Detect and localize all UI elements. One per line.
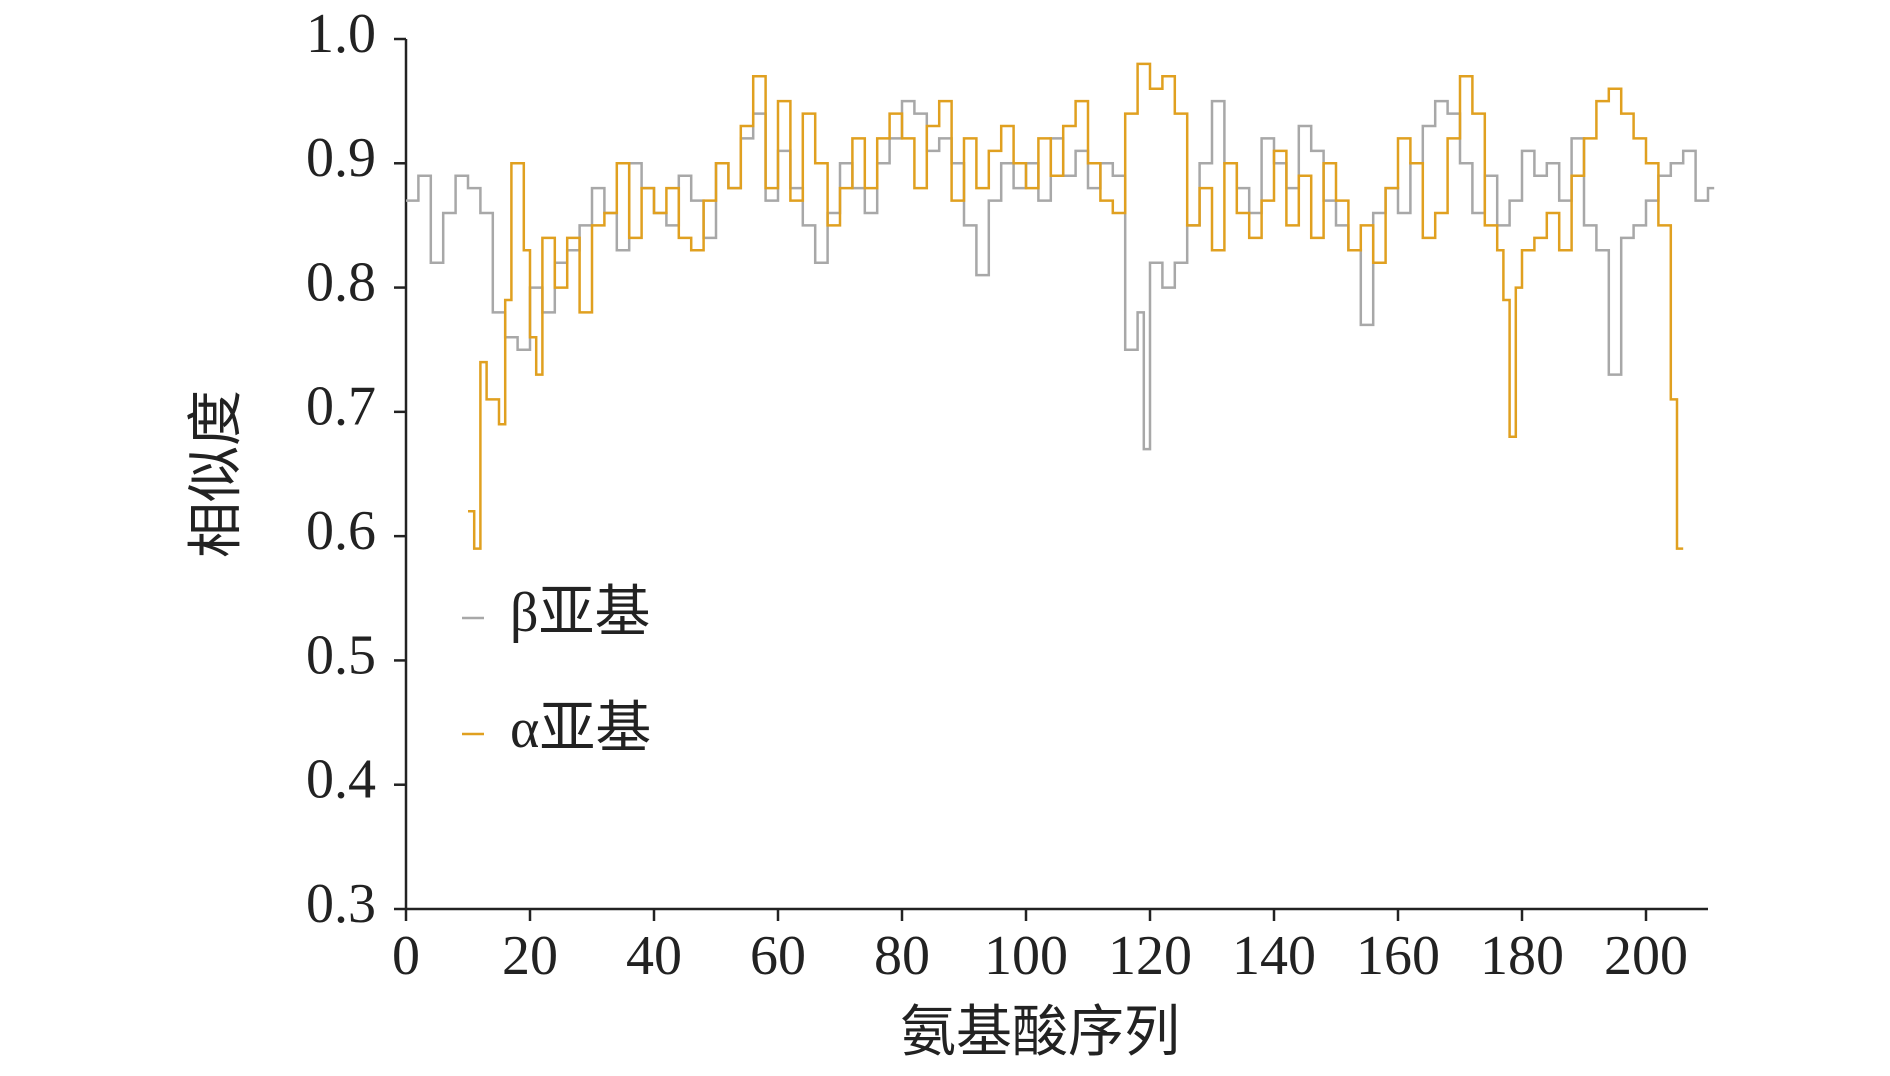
x-tick-label: 0 [392, 925, 420, 987]
x-tick-label: 100 [984, 925, 1068, 987]
x-tick-label: 20 [502, 925, 558, 987]
x-tick-label: 80 [874, 925, 930, 987]
y-tick-label: 0.9 [306, 127, 376, 189]
y-tick-label: 0.8 [306, 251, 376, 313]
x-tick-label: 120 [1108, 925, 1192, 987]
x-tick-label: 180 [1480, 925, 1564, 987]
y-tick-label: 0.7 [306, 376, 376, 438]
x-tick-label: 60 [750, 925, 806, 987]
x-tick-label: 140 [1232, 925, 1316, 987]
x-tick-label: 40 [626, 925, 682, 987]
y-tick-label: 0.4 [306, 749, 376, 811]
y-tick-label: 1.0 [306, 3, 376, 65]
x-tick-label: 160 [1356, 925, 1440, 987]
series-line [468, 62, 1684, 550]
legend-label: α亚基 [510, 698, 651, 760]
legend-label: β亚基 [510, 582, 651, 644]
y-tick-label: 0.5 [306, 624, 376, 686]
x-axis-label: 氨基酸序列 [900, 1002, 1180, 1064]
y-tick-label: 0.3 [306, 873, 376, 935]
y-axis-label: 相似度 [186, 390, 248, 558]
y-tick-label: 0.6 [306, 500, 376, 562]
series-line [406, 99, 1715, 451]
x-tick-label: 200 [1604, 925, 1688, 987]
